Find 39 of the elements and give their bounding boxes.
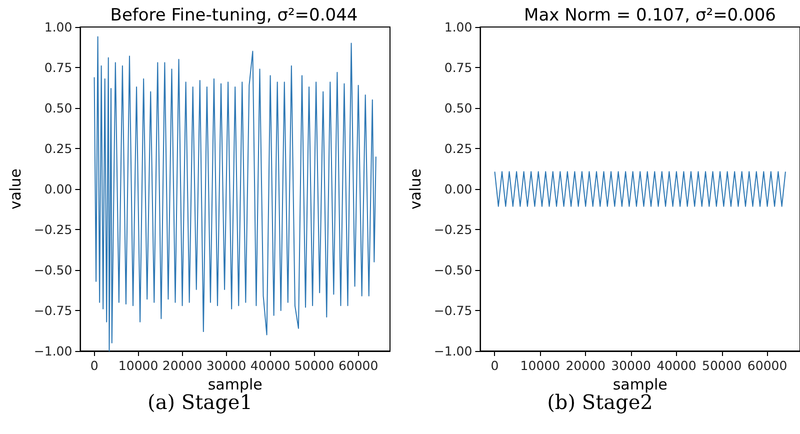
y-tick-label: 0.00 <box>444 182 472 196</box>
x-tick-label: 60000 <box>747 358 788 373</box>
y-tick-label: −0.75 <box>434 303 472 318</box>
x-tick-label: 10000 <box>118 358 158 373</box>
y-tick-label: −0.50 <box>434 262 472 278</box>
y-tick-label: −0.75 <box>34 303 72 318</box>
y-tick-label: 0.00 <box>44 182 72 196</box>
x-tick-label: 30000 <box>206 358 246 373</box>
x-axis-title: sample <box>208 375 262 394</box>
x-tick-label: 60000 <box>338 358 378 373</box>
y-tick-label: 1.00 <box>44 20 72 34</box>
y-axis-title: value <box>406 168 424 210</box>
y-tick-label: −0.50 <box>34 262 72 278</box>
line-series <box>94 36 376 352</box>
y-tick-label: 0.25 <box>444 141 472 156</box>
x-tick-label: 0 <box>90 358 98 373</box>
y-axis-title: value <box>6 168 24 210</box>
y-tick-label: −0.25 <box>34 222 72 237</box>
x-tick-label: 20000 <box>162 358 202 373</box>
chart-title: Max Norm = 0.107, σ²=0.006 <box>524 6 776 26</box>
y-tick-label: 1.00 <box>444 20 472 34</box>
y-tick-label: 0.50 <box>444 100 472 116</box>
x-tick-label: 50000 <box>702 358 742 373</box>
y-tick-label: 0.25 <box>44 141 72 156</box>
y-tick-label: 0.50 <box>44 100 72 116</box>
x-tick-label: 30000 <box>611 358 651 373</box>
x-tick-label: 50000 <box>294 358 334 373</box>
x-tick-label: 10000 <box>520 358 560 373</box>
y-tick-label: −0.25 <box>434 222 472 237</box>
chart-title: Before Fine-tuning, σ²=0.044 <box>110 6 358 26</box>
y-tick-label: −1.00 <box>34 344 72 358</box>
y-tick-label: −1.00 <box>434 344 472 358</box>
x-tick-label: 20000 <box>566 358 606 373</box>
y-tick-label: 0.75 <box>44 60 72 75</box>
x-tick-label: 40000 <box>250 358 290 373</box>
x-tick-label: 0 <box>490 358 499 373</box>
x-axis-title: sample <box>612 375 668 394</box>
x-tick-label: 40000 <box>656 358 696 373</box>
y-tick-label: 0.75 <box>444 60 472 75</box>
